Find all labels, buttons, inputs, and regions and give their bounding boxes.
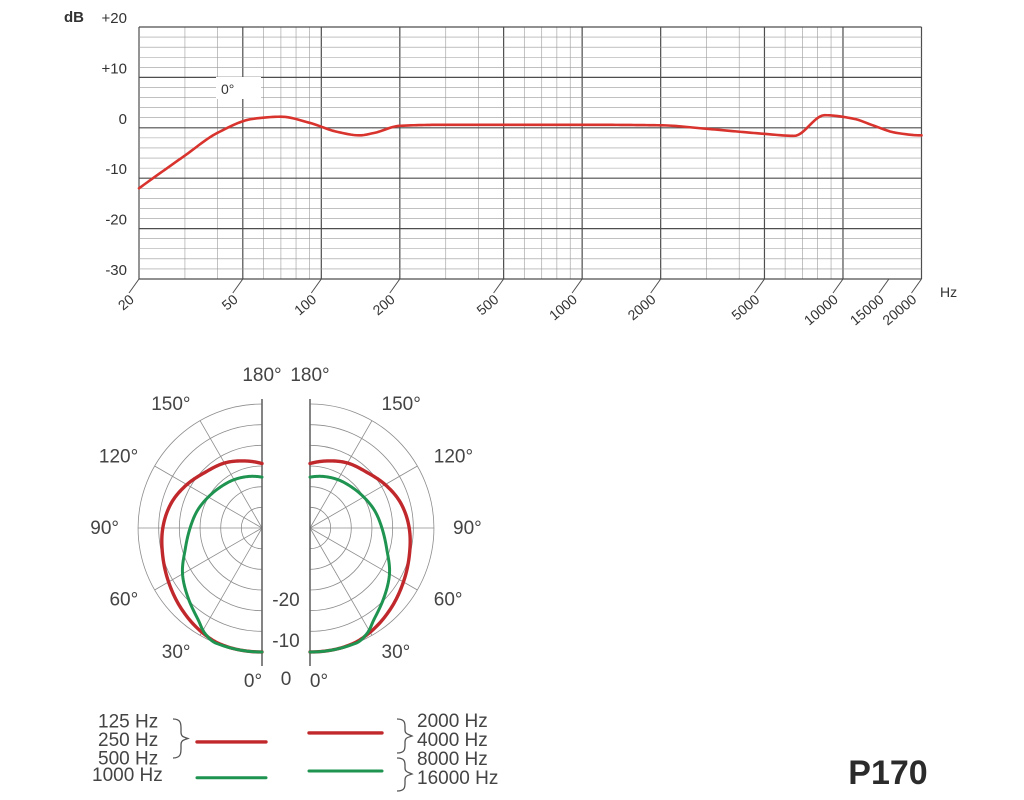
svg-text:P170: P170 — [848, 754, 927, 792]
svg-text:2000 Hz: 2000 Hz — [417, 711, 488, 732]
svg-text:4000 Hz: 4000 Hz — [417, 730, 488, 751]
svg-text:8000 Hz: 8000 Hz — [417, 749, 488, 770]
svg-text:1000 Hz: 1000 Hz — [92, 765, 163, 786]
svg-text:16000 Hz: 16000 Hz — [417, 768, 498, 789]
